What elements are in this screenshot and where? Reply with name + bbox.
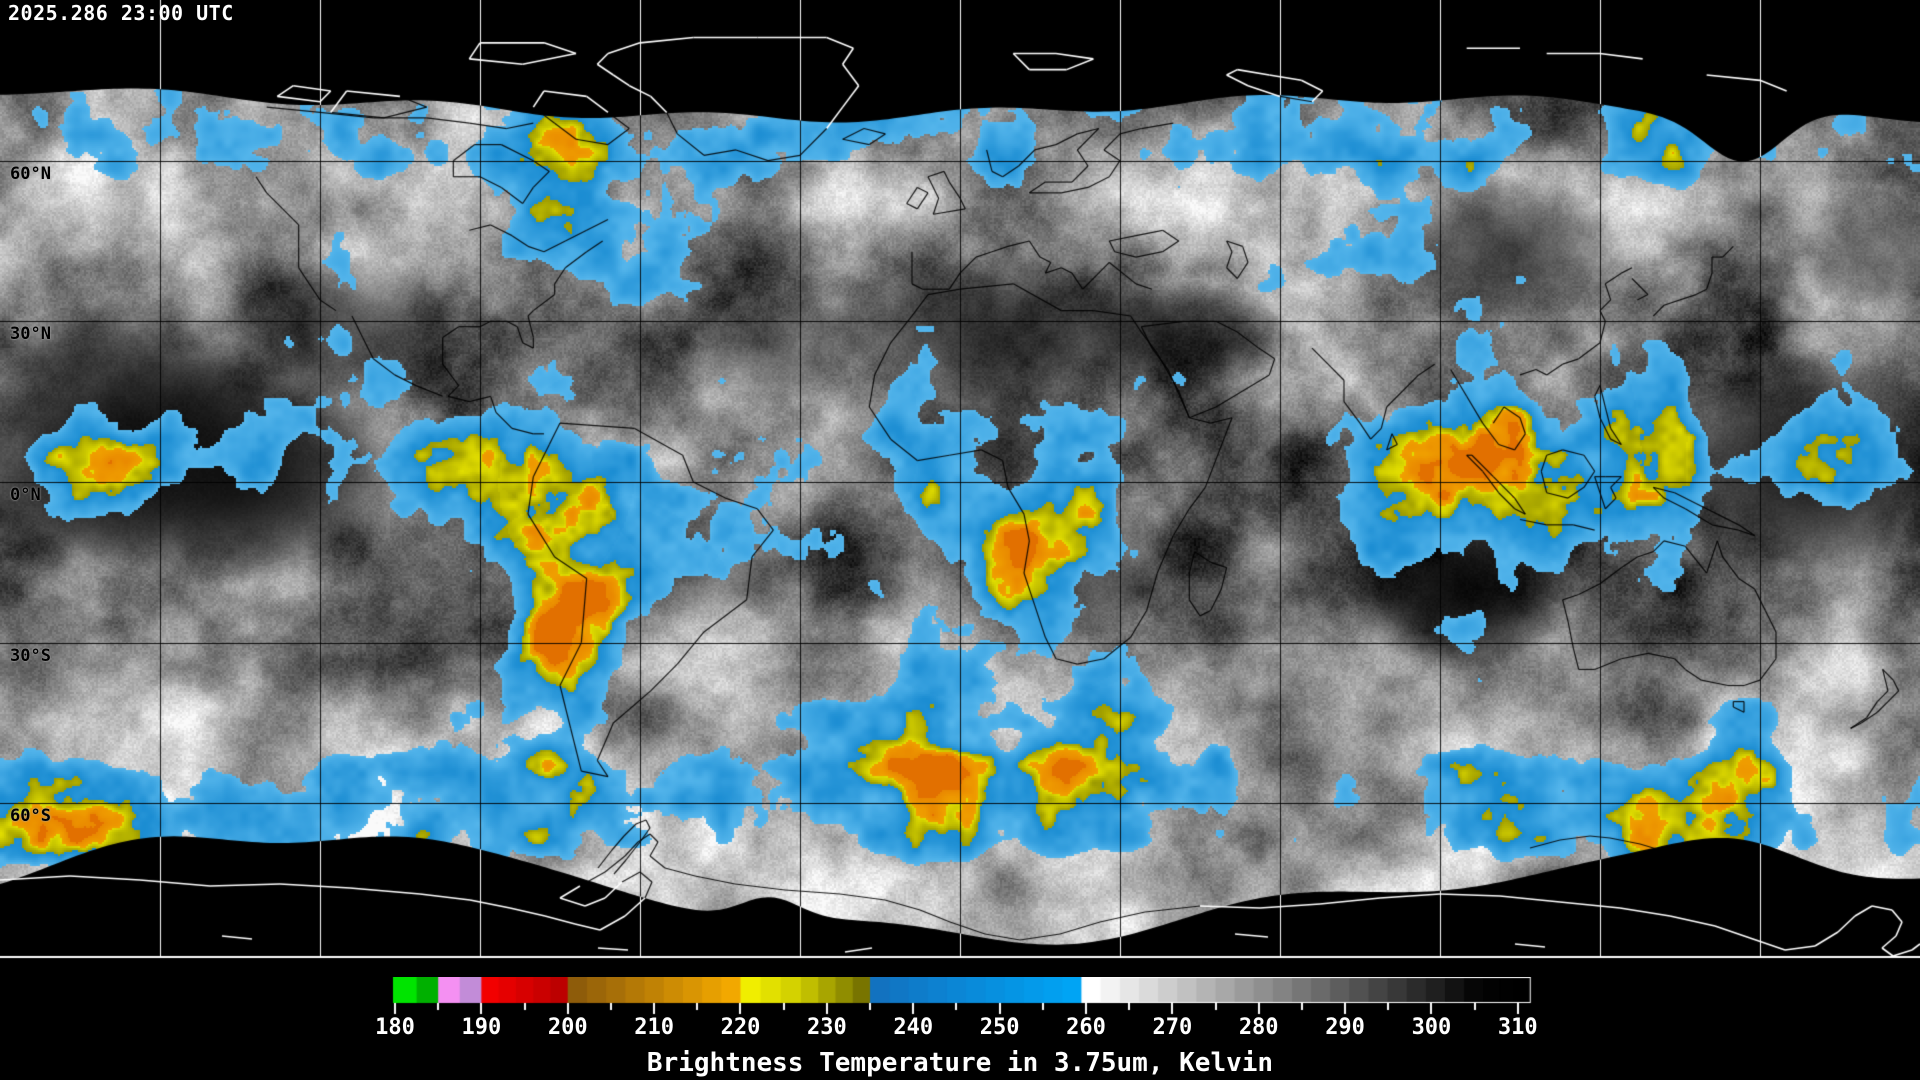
colorbar-tick-label: 270 [1152, 1015, 1193, 1040]
colorbar-tick-label: 250 [979, 1015, 1020, 1040]
timestamp-label: 2025.286 23:00 UTC [8, 1, 234, 25]
colorbar-tick-label: 260 [1066, 1015, 1106, 1040]
latitude-label: 60°S [10, 806, 51, 827]
colorbar-tick-label: 310 [1497, 1015, 1538, 1040]
colorbar-tick-label: 210 [634, 1015, 674, 1040]
colorbar-tick-label: 280 [1238, 1015, 1279, 1040]
colorbar-tick-label: 290 [1325, 1015, 1365, 1040]
colorbar-tick-label: 190 [461, 1015, 502, 1040]
satellite-brightness-temperature-map [0, 0, 1920, 964]
latitude-label: 30°S [10, 645, 51, 666]
latitude-label: 30°N [10, 324, 51, 345]
colorbar-tick-label: 220 [720, 1015, 761, 1040]
latitude-label: 60°N [10, 163, 51, 184]
colorbar-gradient [0, 977, 1920, 1021]
colorbar-tick-label: 180 [375, 1015, 415, 1040]
latitude-label: 0°N [10, 485, 41, 505]
colorbar-tick-label: 230 [806, 1015, 847, 1040]
colorbar-tick-label: 240 [893, 1015, 934, 1040]
colorbar-tick-label: 300 [1411, 1015, 1452, 1040]
colorbar-caption: Brightness Temperature in 3.75um, Kelvin [646, 1048, 1274, 1078]
colorbar-tick-label: 200 [547, 1015, 588, 1040]
